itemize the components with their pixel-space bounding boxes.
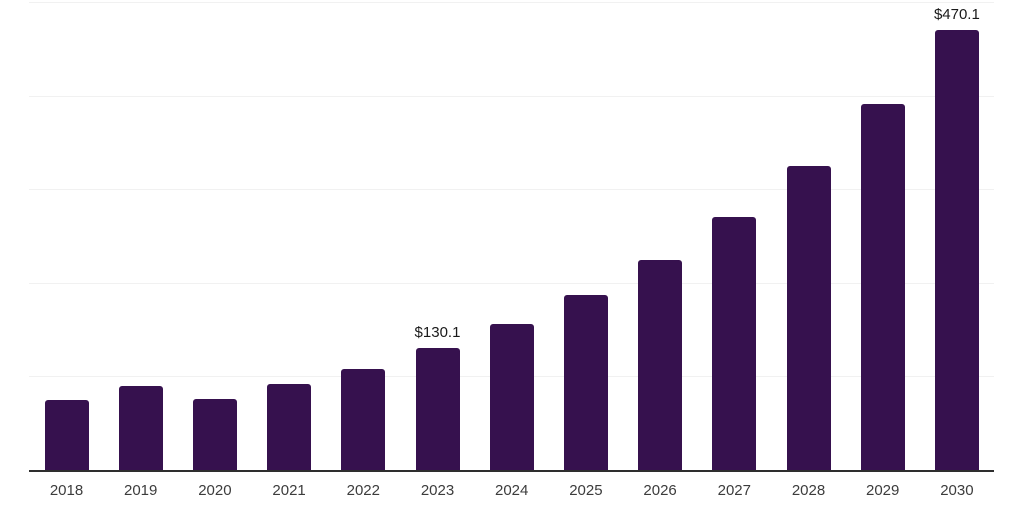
x-tick-label-2021: 2021 [272,482,306,499]
bar-2019 [118,385,163,470]
x-tick-label-2023: 2023 [420,482,455,499]
x-tick-label-2029: 2029 [866,482,900,499]
bar-2026 [638,259,683,470]
x-tick-label-2030: 2030 [940,482,974,499]
x-tick-label-2027: 2027 [717,482,751,499]
x-tick-label-2018: 2018 [49,482,84,499]
bar-2027 [712,217,757,470]
x-tick-label-2024: 2024 [495,482,529,499]
gridline [29,189,994,191]
bar-2030 [934,30,979,470]
bar-value-label-2030: $470.1 [933,6,980,23]
x-tick-label-2026: 2026 [643,482,677,499]
x-tick-label-2028: 2028 [791,482,826,499]
x-axis-line [29,470,994,472]
x-axis-labels: 2018 2019 2020 2021 2022 2023 2024 2025 2026 2027… [29,482,994,502]
x-tick-label-2020: 2020 [198,482,232,499]
bar-2028 [786,165,831,470]
x-tick-label-2022: 2022 [346,482,380,499]
gridline [29,95,994,97]
x-tick-label-2025: 2025 [569,482,603,499]
bar-2023 [415,348,460,470]
gridline [29,282,994,284]
bar-2024 [489,323,534,470]
bar-2018 [44,399,89,470]
bar-2025 [563,295,608,470]
x-tick-label-2019: 2019 [124,482,158,499]
gridline [29,2,994,3]
bar-value-label-2023: $130.1 [414,324,461,342]
bar-2022 [341,368,386,470]
bar-2021 [267,383,312,470]
bar-2020 [192,398,237,470]
plot-area: $130.1 $470.1 [29,2,994,470]
bar-2029 [860,103,905,470]
